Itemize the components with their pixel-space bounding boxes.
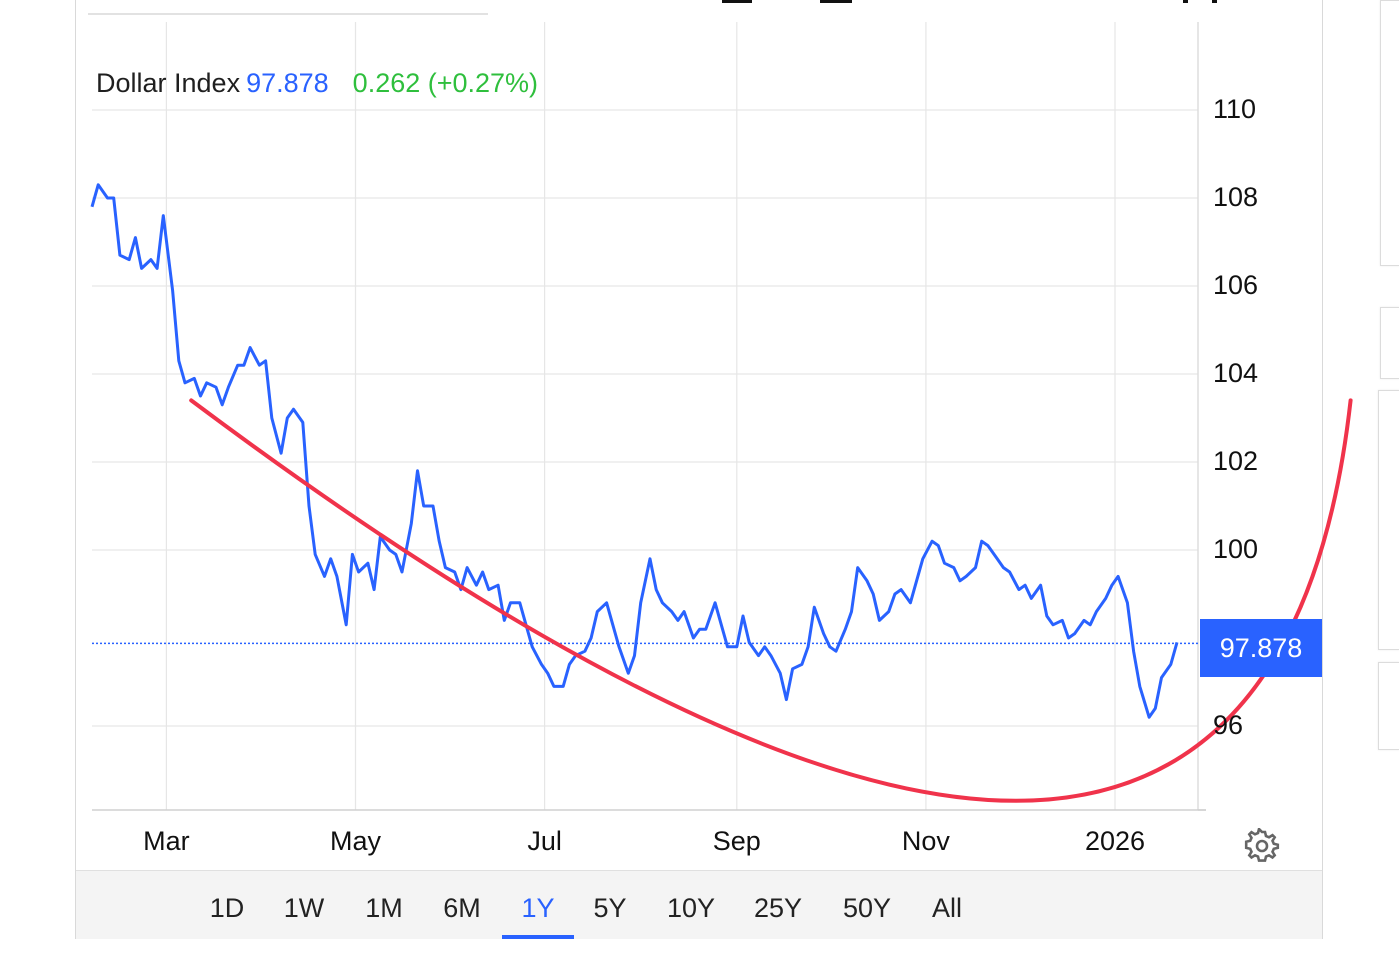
range-button-25y[interactable]: 25Y xyxy=(753,893,803,923)
y-tick-label: 102 xyxy=(1213,446,1259,476)
range-button-10y[interactable]: 10Y xyxy=(666,893,716,923)
annotation-curve xyxy=(189,398,1353,803)
quote-change: 0.262 (+0.27%) xyxy=(352,68,539,98)
x-tick-label: Sep xyxy=(712,826,761,856)
range-button-5y[interactable]: 5Y xyxy=(593,893,627,923)
x-tick-label: 2026 xyxy=(1084,826,1146,856)
top-divider xyxy=(88,13,488,15)
y-tick-label: 106 xyxy=(1213,270,1259,300)
y-tick-label: 110 xyxy=(1213,94,1257,124)
range-button-1m[interactable]: 1M xyxy=(365,893,403,923)
range-button-1d[interactable]: 1D xyxy=(209,893,245,923)
active-range-underline xyxy=(502,935,574,939)
x-tick-label: Mar xyxy=(143,826,190,856)
range-bar xyxy=(76,870,1322,939)
y-tick-label: 96 xyxy=(1213,710,1244,740)
gear-icon[interactable] xyxy=(1244,828,1280,864)
range-button-1y[interactable]: 1Y xyxy=(521,893,555,923)
range-button-50y[interactable]: 50Y xyxy=(842,893,892,923)
quote-price: 97.878 xyxy=(246,68,329,98)
x-tick-label: May xyxy=(329,826,382,856)
x-tick-label: Jul xyxy=(527,826,562,856)
range-button-all[interactable]: All xyxy=(931,893,963,923)
range-button-1w[interactable]: 1W xyxy=(283,893,325,923)
series-layer xyxy=(90,183,1179,719)
series-line xyxy=(90,183,1179,719)
y-tick-label: 108 xyxy=(1213,182,1259,212)
annotation-layer xyxy=(189,398,1353,803)
y-tick-label: 100 xyxy=(1213,534,1259,564)
last-price-tag: 97.878 xyxy=(1200,619,1322,677)
y-tick-label: 104 xyxy=(1213,358,1259,388)
instrument-name: Dollar Index xyxy=(96,68,241,98)
x-tick-label: Nov xyxy=(901,826,950,856)
range-button-6m[interactable]: 6M xyxy=(443,893,481,923)
quote-header: Dollar Index 97.878 0.262 (+0.27%) xyxy=(96,68,538,99)
